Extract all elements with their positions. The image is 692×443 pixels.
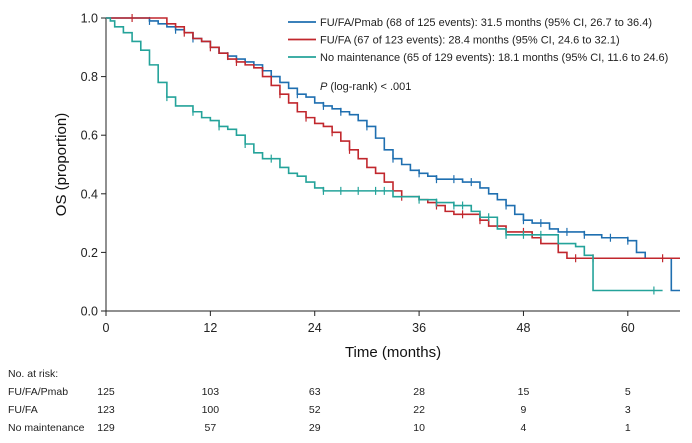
- risk-value: 57: [205, 422, 217, 434]
- p-symbol: P: [320, 81, 328, 93]
- risk-value: 10: [413, 422, 425, 434]
- risk-row-label: No maintenance: [8, 422, 85, 434]
- risk-value: 100: [202, 404, 220, 416]
- risk-value: 15: [518, 386, 530, 398]
- risk-value: 63: [309, 386, 321, 398]
- x-tick-label: 12: [203, 321, 217, 335]
- risk-table-title: No. at risk:: [8, 368, 58, 380]
- legend-entry: No maintenance (65 of 129 events): 18.1 …: [320, 52, 668, 64]
- risk-value: 103: [202, 386, 220, 398]
- risk-value: 4: [521, 422, 527, 434]
- risk-value: 29: [309, 422, 321, 434]
- y-tick-label: 0.6: [81, 129, 98, 143]
- y-axis-title: OS (proportion): [53, 113, 70, 216]
- risk-value: 5: [625, 386, 631, 398]
- risk-value: 3: [625, 404, 631, 416]
- y-tick-label: 0.4: [81, 187, 98, 201]
- legend-entry: FU/FA (67 of 123 events): 28.4 months (9…: [320, 35, 620, 47]
- p-value-annotation: P (log-rank) < .001: [320, 81, 411, 93]
- risk-value: 52: [309, 404, 321, 416]
- risk-value: 9: [521, 404, 527, 416]
- x-axis-title: Time (months): [345, 344, 441, 361]
- risk-row-label: FU/FA/Pmab: [8, 386, 68, 398]
- x-tick-label: 0: [103, 321, 110, 335]
- x-tick-label: 24: [308, 321, 322, 335]
- risk-value: 125: [97, 386, 115, 398]
- x-tick-label: 48: [517, 321, 531, 335]
- risk-value: 129: [97, 422, 115, 434]
- risk-row-label: FU/FA: [8, 404, 38, 416]
- risk-value: 1: [625, 422, 631, 434]
- risk-value: 123: [97, 404, 115, 416]
- y-tick-label: 0.8: [81, 70, 98, 84]
- legend-entry: FU/FA/Pmab (68 of 125 events): 31.5 mont…: [320, 17, 652, 29]
- x-tick-label: 60: [621, 321, 635, 335]
- p-value-text: (log-rank) < .001: [327, 81, 411, 93]
- x-tick-label: 36: [412, 321, 426, 335]
- risk-value: 28: [413, 386, 425, 398]
- y-tick-label: 0.2: [81, 246, 98, 260]
- survival-curve-2: [106, 17, 663, 292]
- risk-value: 22: [413, 404, 425, 416]
- y-tick-label: 1.0: [81, 12, 98, 26]
- y-tick-label: 0.0: [81, 305, 98, 319]
